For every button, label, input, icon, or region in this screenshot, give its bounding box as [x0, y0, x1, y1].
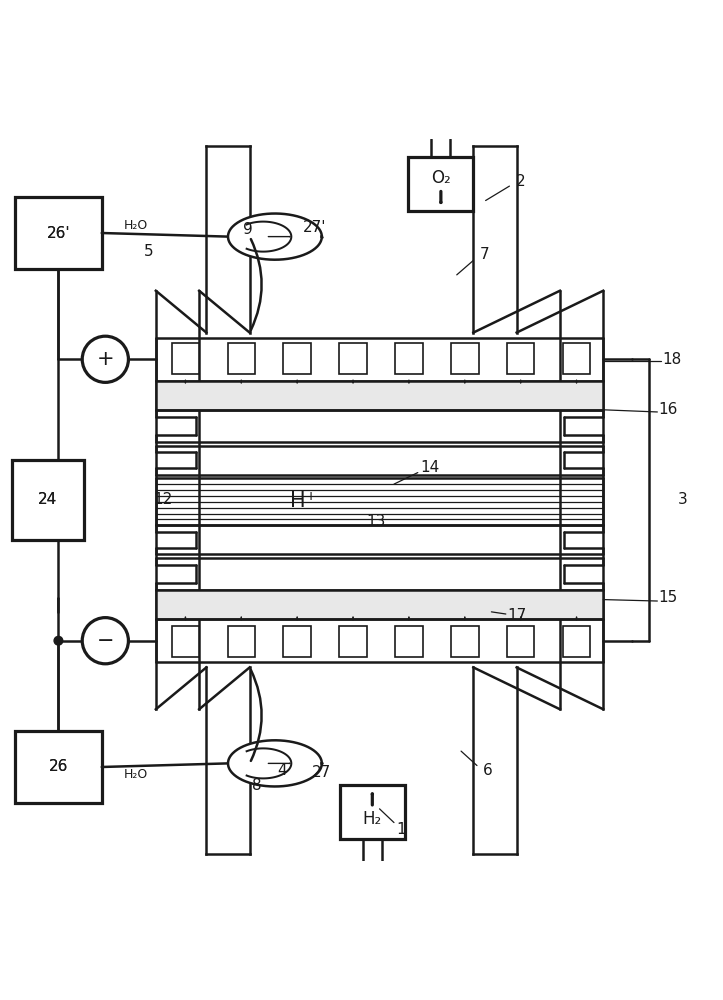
Bar	[172, 343, 199, 374]
Text: 9: 9	[243, 222, 252, 237]
Bar	[283, 343, 311, 374]
Bar	[156, 381, 603, 410]
Text: 12: 12	[153, 492, 173, 507]
Bar	[172, 626, 199, 657]
Text: H₂: H₂	[363, 810, 382, 828]
Text: 6: 6	[483, 763, 492, 778]
Text: −: −	[97, 631, 114, 651]
Bar	[408, 157, 474, 211]
Bar	[395, 626, 423, 657]
Text: 13: 13	[367, 514, 385, 529]
Bar	[451, 626, 479, 657]
Text: 15: 15	[659, 590, 677, 605]
Bar	[507, 343, 534, 374]
Bar	[395, 343, 423, 374]
Bar	[12, 460, 84, 540]
Bar	[507, 626, 534, 657]
Text: 26: 26	[48, 759, 68, 774]
Bar	[562, 343, 590, 374]
Text: 16: 16	[659, 402, 678, 417]
Bar	[228, 343, 255, 374]
Text: H⁺: H⁺	[291, 491, 317, 511]
Text: 24: 24	[38, 492, 57, 507]
Polygon shape	[228, 740, 322, 786]
Text: 1: 1	[396, 822, 406, 837]
Text: 14: 14	[421, 460, 440, 475]
Bar	[451, 343, 479, 374]
Circle shape	[54, 636, 63, 645]
Text: 27: 27	[312, 765, 331, 780]
Bar	[15, 197, 102, 269]
Bar	[228, 626, 255, 657]
Bar	[339, 626, 367, 657]
Text: 26': 26'	[46, 226, 70, 241]
Text: 18: 18	[662, 352, 681, 367]
Bar	[156, 590, 603, 619]
Bar	[562, 626, 590, 657]
Polygon shape	[228, 214, 322, 260]
Circle shape	[82, 336, 129, 382]
Text: H₂O: H₂O	[124, 768, 147, 781]
Text: 24: 24	[38, 492, 57, 507]
Text: 26: 26	[48, 759, 68, 774]
Text: 27': 27'	[303, 220, 326, 235]
Text: 4: 4	[278, 763, 287, 778]
Text: H₂O: H₂O	[124, 219, 147, 232]
Text: 2: 2	[515, 174, 525, 189]
Text: 17: 17	[507, 608, 526, 623]
Text: 7: 7	[479, 247, 489, 262]
Text: 8: 8	[252, 778, 262, 793]
Bar	[283, 626, 311, 657]
Text: O₂: O₂	[431, 169, 450, 187]
Bar	[340, 785, 405, 839]
Text: 3: 3	[677, 492, 688, 507]
Bar	[339, 343, 367, 374]
Text: 26': 26'	[46, 226, 70, 241]
Text: 5: 5	[144, 244, 153, 259]
Circle shape	[82, 618, 129, 664]
Bar	[15, 731, 102, 803]
Text: +: +	[96, 349, 114, 369]
